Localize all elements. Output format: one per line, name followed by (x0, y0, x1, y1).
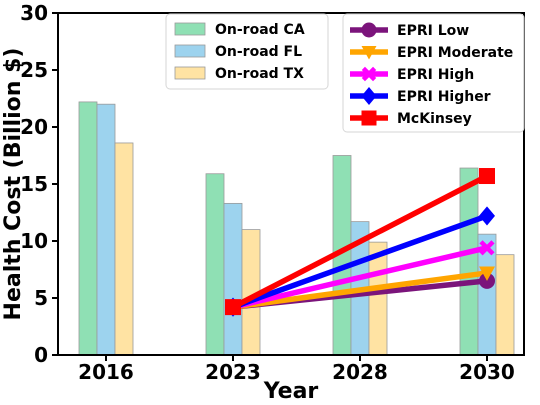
y-tick-label-20: 20 (20, 115, 48, 139)
bar-on-road-fl-2023 (223, 202, 243, 356)
legend-marker-epri-high (361, 66, 377, 82)
bars-layer (78, 101, 515, 356)
legend-marker-epri-moderate (361, 46, 377, 60)
legend-swatch-on-road-fl (174, 44, 206, 58)
legend-label-mckinsey: McKinsey (397, 111, 472, 127)
legend-label-epri-low: EPRI Low (397, 23, 469, 39)
bar-on-road-ca-2030 (459, 167, 479, 356)
legend-label-on-road-tx: On-road TX (215, 66, 304, 82)
line-mckinsey (231, 173, 489, 310)
legend-swatch-on-road-tx (174, 66, 206, 80)
x-axis-title: Year (263, 379, 319, 404)
marker-mckinsey-2030 (479, 168, 495, 185)
marker-epri-high-2030 (479, 240, 495, 256)
marker-epri-moderate-2030 (479, 266, 495, 281)
legend-marker-epri-low (361, 22, 377, 38)
axes-layer: 0 5 10 15 20 25 30 2016 2023 2028 2030 Year Health C… (1, 1, 525, 404)
bar-on-road-fl-2016 (96, 103, 116, 356)
legend-label-epri-moderate: EPRI Moderate (397, 45, 513, 61)
y-tick-label-15: 15 (20, 172, 48, 196)
legend-label-epri-high: EPRI High (397, 67, 474, 83)
y-tick-label-30: 30 (20, 1, 48, 25)
legend-marker-mckinsey (361, 110, 377, 126)
marker-mckinsey-2023 (225, 299, 241, 316)
lines-layer (225, 168, 495, 317)
marker-epri-higher-2030 (479, 206, 495, 226)
y-tick-label-25: 25 (20, 58, 48, 82)
y-axis-title: Health Cost (Billion $) (1, 48, 26, 321)
line-epri-higher (232, 213, 488, 310)
line-epri-high (232, 245, 488, 310)
line-legend-box (342, 13, 525, 133)
legend-label-on-road-fl: On-road FL (215, 44, 302, 60)
bar-legend-box (165, 13, 329, 90)
bar-on-road-tx-2016 (114, 142, 134, 356)
x-tick-label-2016: 2016 (78, 360, 134, 384)
legend-label-epri-higher: EPRI Higher (397, 89, 491, 105)
legend-layer: On-road CA On-road FL On-road TX EPRI Low EP… (165, 13, 525, 133)
legend-swatch-on-road-ca (174, 22, 206, 36)
y-tick-label-0: 0 (34, 343, 48, 367)
legend-marker-epri-higher (361, 87, 377, 105)
bar-on-road-ca-2023 (205, 173, 225, 356)
y-tick-label-10: 10 (20, 229, 48, 253)
bar-on-road-ca-2016 (78, 101, 98, 356)
bar-on-road-tx-2030 (495, 254, 515, 356)
line-epri-moderate (232, 270, 488, 310)
x-tick-label-2028: 2028 (332, 360, 388, 384)
x-tick-label-2030: 2030 (459, 360, 515, 384)
x-tick-label-2023: 2023 (205, 360, 261, 384)
legend-label-on-road-ca: On-road CA (215, 22, 305, 38)
y-tick-label-5: 5 (34, 286, 48, 310)
